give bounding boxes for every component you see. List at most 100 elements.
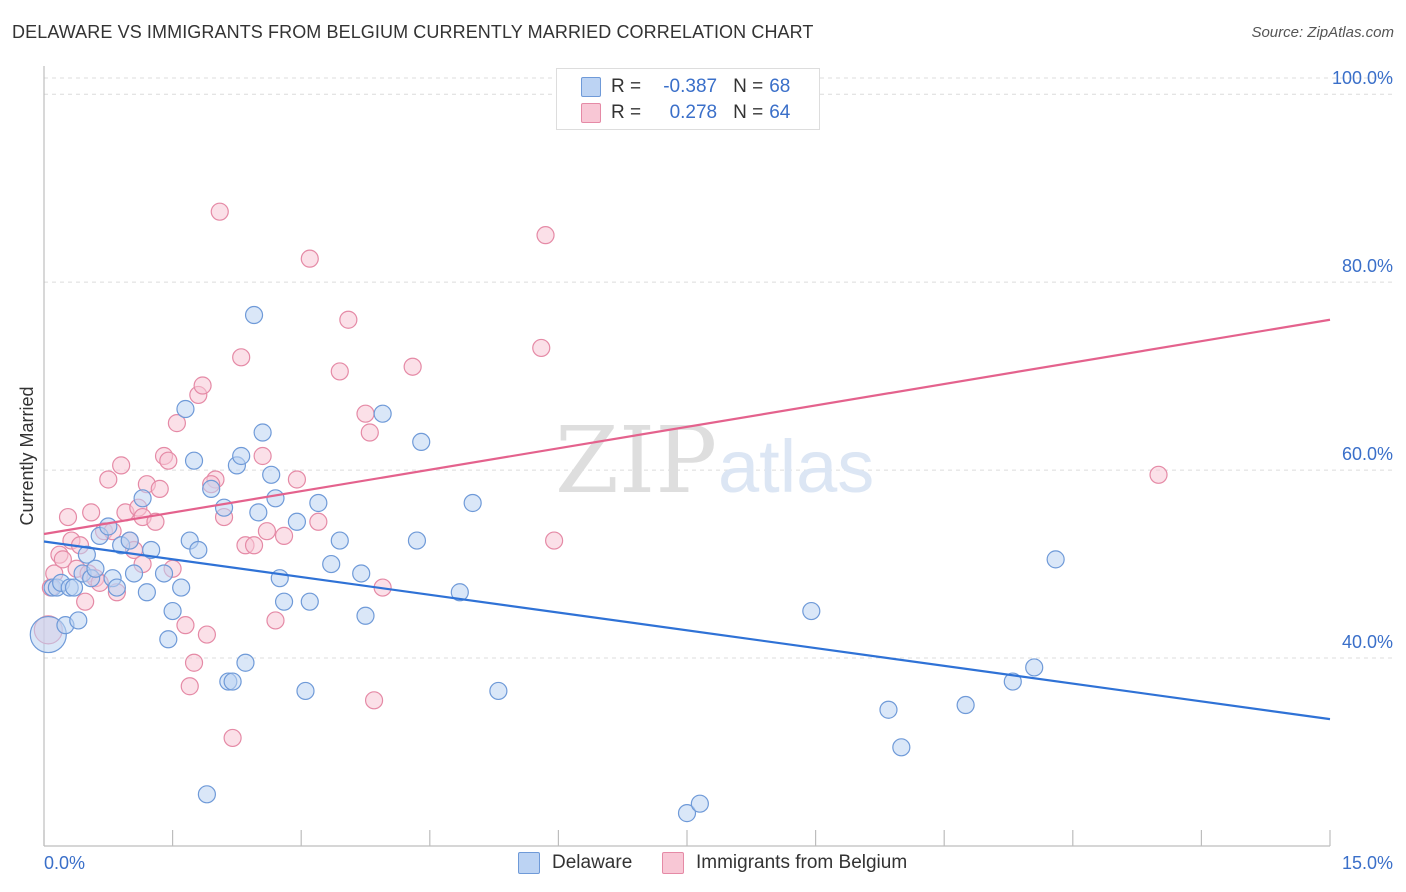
delaware-point [99, 517, 118, 536]
n-value: 64 [769, 102, 791, 123]
r-label: R = [611, 102, 642, 123]
delaware-point [163, 601, 182, 621]
delaware-point [296, 681, 315, 701]
belgium-point [150, 479, 169, 498]
delaware-point [197, 785, 216, 804]
legend-item-delaware: Delaware [518, 852, 632, 874]
delaware-point [412, 432, 431, 452]
delaware-point [1003, 672, 1022, 691]
belgium-point [58, 507, 78, 527]
legend-swatch-belgium [581, 103, 601, 123]
belgium-point [545, 531, 564, 550]
delaware-point [802, 601, 821, 621]
belgium-point [146, 512, 165, 531]
delaware-point [64, 578, 84, 597]
belgium-point [176, 616, 195, 635]
delaware-point [352, 564, 371, 583]
delaware-point [266, 489, 285, 508]
source-label: Source: ZipAtlas.com [1251, 24, 1394, 41]
delaware-point [262, 465, 281, 484]
belgium-point [266, 611, 285, 630]
belgium-point [309, 512, 328, 531]
delaware-point [690, 794, 709, 813]
delaware-point [463, 493, 482, 513]
delaware-point [202, 479, 221, 498]
delaware-point [137, 583, 156, 602]
delaware-point [309, 493, 328, 513]
belgium-trend-line [43, 318, 1331, 536]
delaware-point [236, 653, 255, 672]
belgium-point [257, 522, 277, 541]
belgium-point [112, 456, 131, 475]
watermark-atlas: atlas [718, 425, 874, 508]
legend-swatch-delaware [518, 852, 540, 874]
belgium-point [232, 348, 251, 367]
legend-label-belgium: Immigrants from Belgium [696, 852, 908, 873]
delaware-point [159, 630, 178, 649]
delaware-point [249, 503, 268, 522]
series-delaware-points [29, 305, 1065, 823]
belgium-point [274, 526, 294, 545]
r-value: -0.387 [663, 76, 718, 97]
delaware-point [300, 592, 319, 611]
belgium-point [193, 376, 212, 395]
delaware-point [86, 559, 105, 578]
delaware-point [322, 554, 341, 574]
delaware-point [120, 531, 139, 550]
y-axis-title: Currently Married [17, 386, 37, 525]
delaware-point [677, 804, 697, 823]
delaware-point [133, 489, 152, 508]
y-tick-label: 80.0% [1342, 256, 1393, 276]
n-label: N = [733, 102, 764, 123]
delaware-point [489, 681, 508, 701]
delaware-point [1025, 658, 1044, 677]
belgium-point [339, 310, 358, 329]
belgium-point [330, 362, 349, 381]
r-value: 0.278 [669, 102, 718, 123]
delaware-point [1046, 550, 1065, 569]
delaware-point [356, 606, 375, 625]
belgium-point [159, 451, 178, 470]
trend-lines [43, 318, 1331, 721]
belgium-point [536, 226, 555, 245]
delaware-point [176, 399, 195, 419]
delaware-point [330, 531, 349, 550]
y-tick-label: 40.0% [1342, 632, 1393, 652]
delaware-point [287, 512, 307, 531]
legend-row-belgium: R = 0.278 N = 64 [581, 100, 790, 126]
delaware-point [69, 611, 88, 630]
delaware-point [879, 700, 898, 719]
axes [43, 66, 1331, 847]
delaware-point [956, 695, 975, 715]
x-tick-label: 0.0% [44, 853, 85, 873]
belgium-point [76, 592, 95, 611]
belgium-point [82, 503, 101, 522]
delaware-point [77, 545, 96, 564]
delaware-point [892, 738, 911, 757]
delaware-point [107, 578, 126, 597]
delaware-point [124, 564, 144, 583]
delaware-point [232, 446, 251, 466]
delaware-point [253, 423, 272, 442]
belgium-point [53, 550, 72, 569]
chart-title: DELAWARE VS IMMIGRANTS FROM BELGIUM CURR… [12, 22, 814, 42]
delaware-point [189, 540, 208, 560]
belgium-point [244, 536, 264, 555]
delaware-point [223, 672, 242, 691]
belgium-point [532, 338, 551, 358]
delaware-point [450, 583, 469, 602]
n-label: N = [733, 76, 764, 97]
axis-labels: 40.0% 60.0% 80.0% 100.0% 0.0% 15.0% Currently … [17, 68, 1393, 873]
belgium-point [197, 625, 216, 644]
legend-row-delaware: R = -0.387 N = 68 [581, 74, 790, 100]
delaware-point [274, 592, 294, 611]
delaware-point [154, 564, 174, 583]
correlation-legend: R = -0.387 N = 68 R = 0.278 N = 64 [556, 68, 820, 130]
delaware-point [244, 305, 264, 325]
belgium-point [223, 728, 242, 748]
belgium-point [360, 423, 379, 442]
y-tick-label: 60.0% [1342, 444, 1393, 464]
belgium-point [300, 249, 319, 268]
belgium-point [184, 653, 204, 672]
